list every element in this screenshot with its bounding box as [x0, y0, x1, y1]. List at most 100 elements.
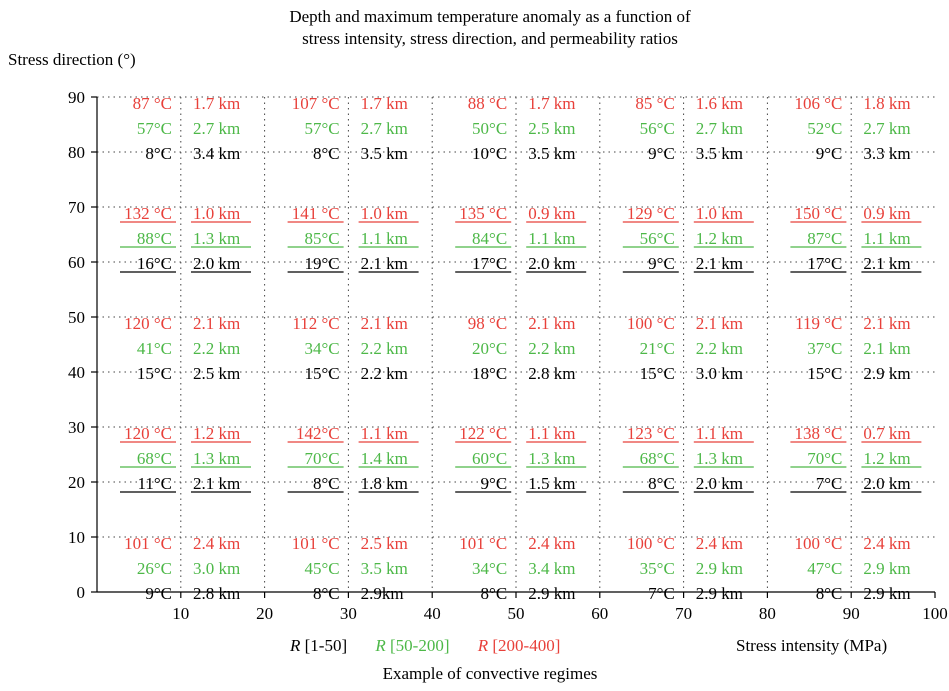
cell-depth-green: 1.2 km	[863, 449, 910, 468]
cell-temperature-black: 9°C	[648, 144, 675, 163]
cell-temperature-green: 52°C	[807, 119, 842, 138]
legend-item-r-1-50: R [1-50]	[290, 636, 359, 655]
x-tick-label: 20	[256, 604, 273, 623]
cell-depth-red: 1.0 km	[193, 204, 240, 223]
cell-temperature-green: 70°C	[807, 449, 842, 468]
cell-depth-black: 2.2 km	[361, 364, 408, 383]
cell-depth-green: 1.3 km	[193, 229, 240, 248]
cell-temperature-red: 107 °C	[292, 94, 340, 113]
cell-temperature-red: 138 °C	[795, 424, 843, 443]
cell-temperature-red: 122 °C	[459, 424, 507, 443]
cell-depth-black: 2.8 km	[193, 584, 240, 603]
cell-temperature-red: 141 °C	[292, 204, 340, 223]
legend-symbol: R	[477, 636, 489, 655]
y-tick-label: 70	[68, 198, 85, 217]
cell-temperature-black: 8°C	[816, 584, 843, 603]
cell-temperature-black: 8°C	[145, 144, 172, 163]
cell-temperature-green: 87°C	[807, 229, 842, 248]
cell-depth-black: 3.5 km	[528, 144, 575, 163]
cell-temperature-red: 88 °C	[468, 94, 507, 113]
x-tick-label: 100	[922, 604, 948, 623]
cell-temperature-black: 7°C	[816, 474, 843, 493]
cell-temperature-red: 101 °C	[292, 534, 340, 553]
legend-caption: Example of convective regimes	[382, 664, 598, 683]
cell-depth-green: 1.3 km	[696, 449, 743, 468]
cell-depth-black: 3.5 km	[696, 144, 743, 163]
cell-temperature-green: 85°C	[304, 229, 339, 248]
cell-temperature-black: 8°C	[481, 584, 508, 603]
cell-temperature-black: 15°C	[137, 364, 172, 383]
legend-item-r-50-200: R [50-200]	[375, 636, 461, 655]
x-tick-label: 80	[759, 604, 776, 623]
cell-temperature-red: 119 °C	[795, 314, 842, 333]
cell-depth-red: 2.1 km	[193, 314, 240, 333]
x-tick-label: 10	[172, 604, 189, 623]
cell-temperature-red: 100 °C	[627, 534, 675, 553]
x-axis-label: Stress intensity (MPa)	[736, 636, 888, 655]
cell-temperature-black: 9°C	[648, 254, 675, 273]
cell-temperature-green: 60°C	[472, 449, 507, 468]
cell-depth-green: 2.2 km	[361, 339, 408, 358]
cell-depth-green: 1.1 km	[863, 229, 910, 248]
cell-depth-green: 2.9 km	[863, 559, 910, 578]
cell-temperature-green: 57°C	[304, 119, 339, 138]
cell-depth-black: 2.1 km	[696, 254, 743, 273]
cell-temperature-black: 9°C	[481, 474, 508, 493]
cell-depth-red: 2.1 km	[361, 314, 408, 333]
cell-temperature-black: 10°C	[472, 144, 507, 163]
cell-temperature-green: 26°C	[137, 559, 172, 578]
cell-temperature-red: 87 °C	[133, 94, 172, 113]
cell-temperature-black: 7°C	[648, 584, 675, 603]
cell-temperature-red: 98 °C	[468, 314, 507, 333]
cell-temperature-red: 106 °C	[795, 94, 843, 113]
cell-temperature-green: 84°C	[472, 229, 507, 248]
cell-temperature-black: 9°C	[145, 584, 172, 603]
cell-depth-green: 2.2 km	[193, 339, 240, 358]
cell-depth-black: 2.9 km	[863, 364, 910, 383]
cell-temperature-green: 45°C	[304, 559, 339, 578]
cell-depth-green: 1.3 km	[193, 449, 240, 468]
x-tick-label: 60	[591, 604, 608, 623]
cell-temperature-red: 129 °C	[627, 204, 675, 223]
chart-title-line-1: Depth and maximum temperature anomaly as…	[289, 7, 691, 26]
cell-depth-red: 1.7 km	[361, 94, 408, 113]
cell-temperature-black: 8°C	[313, 584, 340, 603]
y-tick-label: 90	[68, 88, 85, 107]
cell-temperature-black: 15°C	[807, 364, 842, 383]
cell-depth-red: 2.1 km	[696, 314, 743, 333]
cell-depth-green: 2.7 km	[361, 119, 408, 138]
cell-temperature-red: 120 °C	[124, 424, 172, 443]
legend-item-r-200-400: R [200-400]	[478, 636, 573, 655]
cell-depth-green: 2.7 km	[696, 119, 743, 138]
y-tick-label: 40	[68, 363, 85, 382]
cell-depth-black: 2.9km	[361, 584, 404, 603]
legend-symbol: R	[375, 636, 386, 655]
cell-temperature-black: 15°C	[640, 364, 675, 383]
cell-depth-green: 3.4 km	[528, 559, 575, 578]
cell-depth-green: 2.7 km	[193, 119, 240, 138]
x-tick-label: 50	[508, 604, 525, 623]
cell-temperature-green: 56°C	[640, 119, 675, 138]
cell-depth-black: 2.5 km	[193, 364, 240, 383]
cell-depth-black: 2.0 km	[528, 254, 575, 273]
chart-title-line-2: stress intensity, stress direction, and …	[302, 29, 678, 48]
x-tick-label: 90	[843, 604, 860, 623]
y-tick-label: 80	[68, 143, 85, 162]
cell-temperature-red: 101 °C	[124, 534, 172, 553]
y-tick-label: 0	[77, 583, 86, 602]
cell-temperature-green: 21°C	[640, 339, 675, 358]
cell-temperature-red: 101 °C	[459, 534, 507, 553]
cell-depth-black: 2.9 km	[696, 584, 743, 603]
cell-temperature-black: 9°C	[816, 144, 843, 163]
cell-depth-green: 2.1 km	[863, 339, 910, 358]
y-tick-label: 10	[68, 528, 85, 547]
cell-depth-green: 2.7 km	[863, 119, 910, 138]
cell-temperature-green: 20°C	[472, 339, 507, 358]
cell-depth-red: 2.4 km	[863, 534, 910, 553]
cell-depth-black: 2.0 km	[696, 474, 743, 493]
cell-depth-black: 2.9 km	[528, 584, 575, 603]
cell-temperature-black: 18°C	[472, 364, 507, 383]
cell-depth-red: 0.9 km	[863, 204, 910, 223]
cell-depth-black: 2.0 km	[863, 474, 910, 493]
